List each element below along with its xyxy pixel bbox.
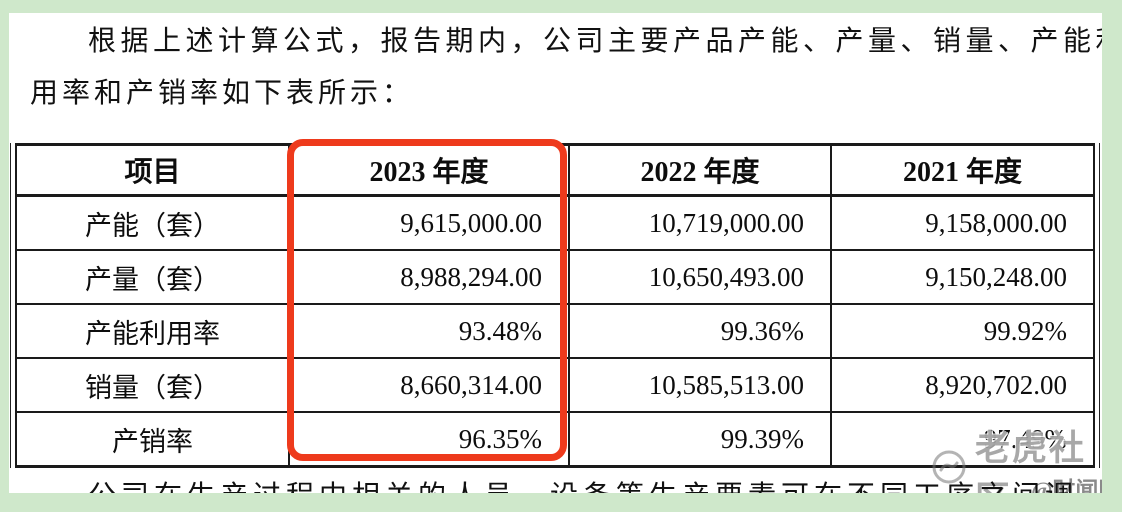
row-label: 销量（套） <box>15 357 290 413</box>
cell-2021: 97.49% <box>830 411 1095 468</box>
cell-2022: 10,585,513.00 <box>568 357 832 413</box>
document-page: 根据上述计算公式，报告期内，公司主要产品产能、产量、销量、产能利 用率和产销率如… <box>9 13 1102 493</box>
table-row: 产能（套） 9,615,000.00 10,719,000.00 9,158,0… <box>15 194 1095 251</box>
col-header-2023: 2023 年度 <box>288 143 570 197</box>
production-table-grid: 项目 2023 年度 2022 年度 2021 年度 产能（套） 9,615,0… <box>15 143 1095 468</box>
cell-2022: 99.36% <box>568 303 832 359</box>
row-label: 产能（套） <box>15 194 290 251</box>
cell-2021: 9,158,000.00 <box>830 194 1095 251</box>
cell-2023: 93.48% <box>288 303 570 359</box>
row-label: 产销率 <box>15 411 290 468</box>
cell-2022: 10,719,000.00 <box>568 194 832 251</box>
table-row: 销量（套） 8,660,314.00 10,585,513.00 8,920,7… <box>15 357 1095 413</box>
paragraph-line2: 用率和产销率如下表所示： <box>30 78 415 109</box>
cell-2021: 99.92% <box>830 303 1095 359</box>
cell-2021: 9,150,248.00 <box>830 249 1095 305</box>
table-row: 产销率 96.35% 99.39% 97.49% <box>15 411 1095 468</box>
row-label: 产量（套） <box>15 249 290 305</box>
cell-2023: 9,615,000.00 <box>288 194 570 251</box>
cell-2022: 99.39% <box>568 411 832 468</box>
paragraph-line1: 根据上述计算公式，报告期内，公司主要产品产能、产量、销量、产能利 <box>88 26 1102 57</box>
cell-2023: 8,988,294.00 <box>288 249 570 305</box>
cell-2023: 8,660,314.00 <box>288 357 570 413</box>
col-header-2021: 2021 年度 <box>830 143 1095 197</box>
table-row: 产量（套） 8,988,294.00 10,650,493.00 9,150,2… <box>15 249 1095 305</box>
col-header-item: 项目 <box>15 143 290 197</box>
clipped-bottom-text: 公司在生产过程中相关的人员、设备等生产要素可在不同工序之间调 <box>30 474 1078 493</box>
production-table: 项目 2023 年度 2022 年度 2021 年度 产能（套） 9,615,0… <box>10 143 1100 468</box>
cell-2021: 8,920,702.00 <box>830 357 1095 413</box>
row-label: 产能利用率 <box>15 303 290 359</box>
table-header-row: 项目 2023 年度 2022 年度 2021 年度 <box>15 143 1095 197</box>
site-watermark: @财闻网 <box>1031 478 1102 493</box>
cell-2023: 96.35% <box>288 411 570 468</box>
cell-2022: 10,650,493.00 <box>568 249 832 305</box>
table-row: 产能利用率 93.48% 99.36% 99.92% <box>15 303 1095 359</box>
col-header-2022: 2022 年度 <box>568 143 832 197</box>
